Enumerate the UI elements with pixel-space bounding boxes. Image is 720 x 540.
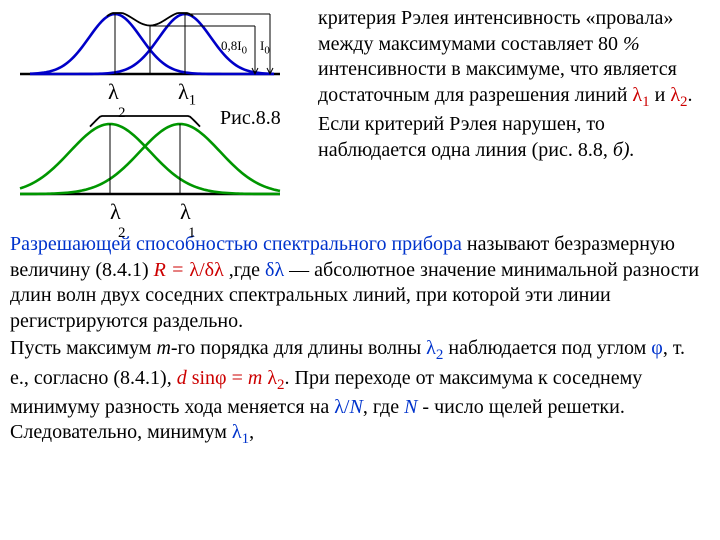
lambda-bot-left: λ	[110, 198, 121, 226]
lambda-bot-left-sub: 2	[118, 224, 126, 243]
lambda-top-right: λ1	[178, 78, 196, 111]
right-text-block: критерия Рэлея интенсивность «провала» м…	[310, 6, 706, 226]
paragraph-resolving-power: Разрешающей способностью спектрального п…	[10, 232, 706, 334]
intensity-I0-label: I0	[260, 38, 270, 58]
lambda-top-left-sub: 2	[118, 104, 126, 123]
lambda-bot-right-sub: 1	[188, 224, 196, 243]
top-row: 0,8I0 I0 λ 2 λ1 Рис.8.8 λ 2 λ	[10, 6, 706, 226]
page: 0,8I0 I0 λ 2 λ1 Рис.8.8 λ 2 λ	[0, 0, 720, 540]
intensity-08I0-label: 0,8I0	[221, 38, 247, 58]
figure-caption: Рис.8.8	[220, 106, 281, 132]
paragraph-maximum: Пусть максимум m-го порядка для длины во…	[10, 336, 706, 449]
lambda-top-left: λ	[108, 78, 119, 106]
lambda-bot-right: λ	[180, 198, 191, 226]
figure-column: 0,8I0 I0 λ 2 λ1 Рис.8.8 λ 2 λ	[10, 6, 310, 226]
paragraph-rayleigh: критерия Рэлея интенсивность «провала» м…	[318, 6, 706, 163]
